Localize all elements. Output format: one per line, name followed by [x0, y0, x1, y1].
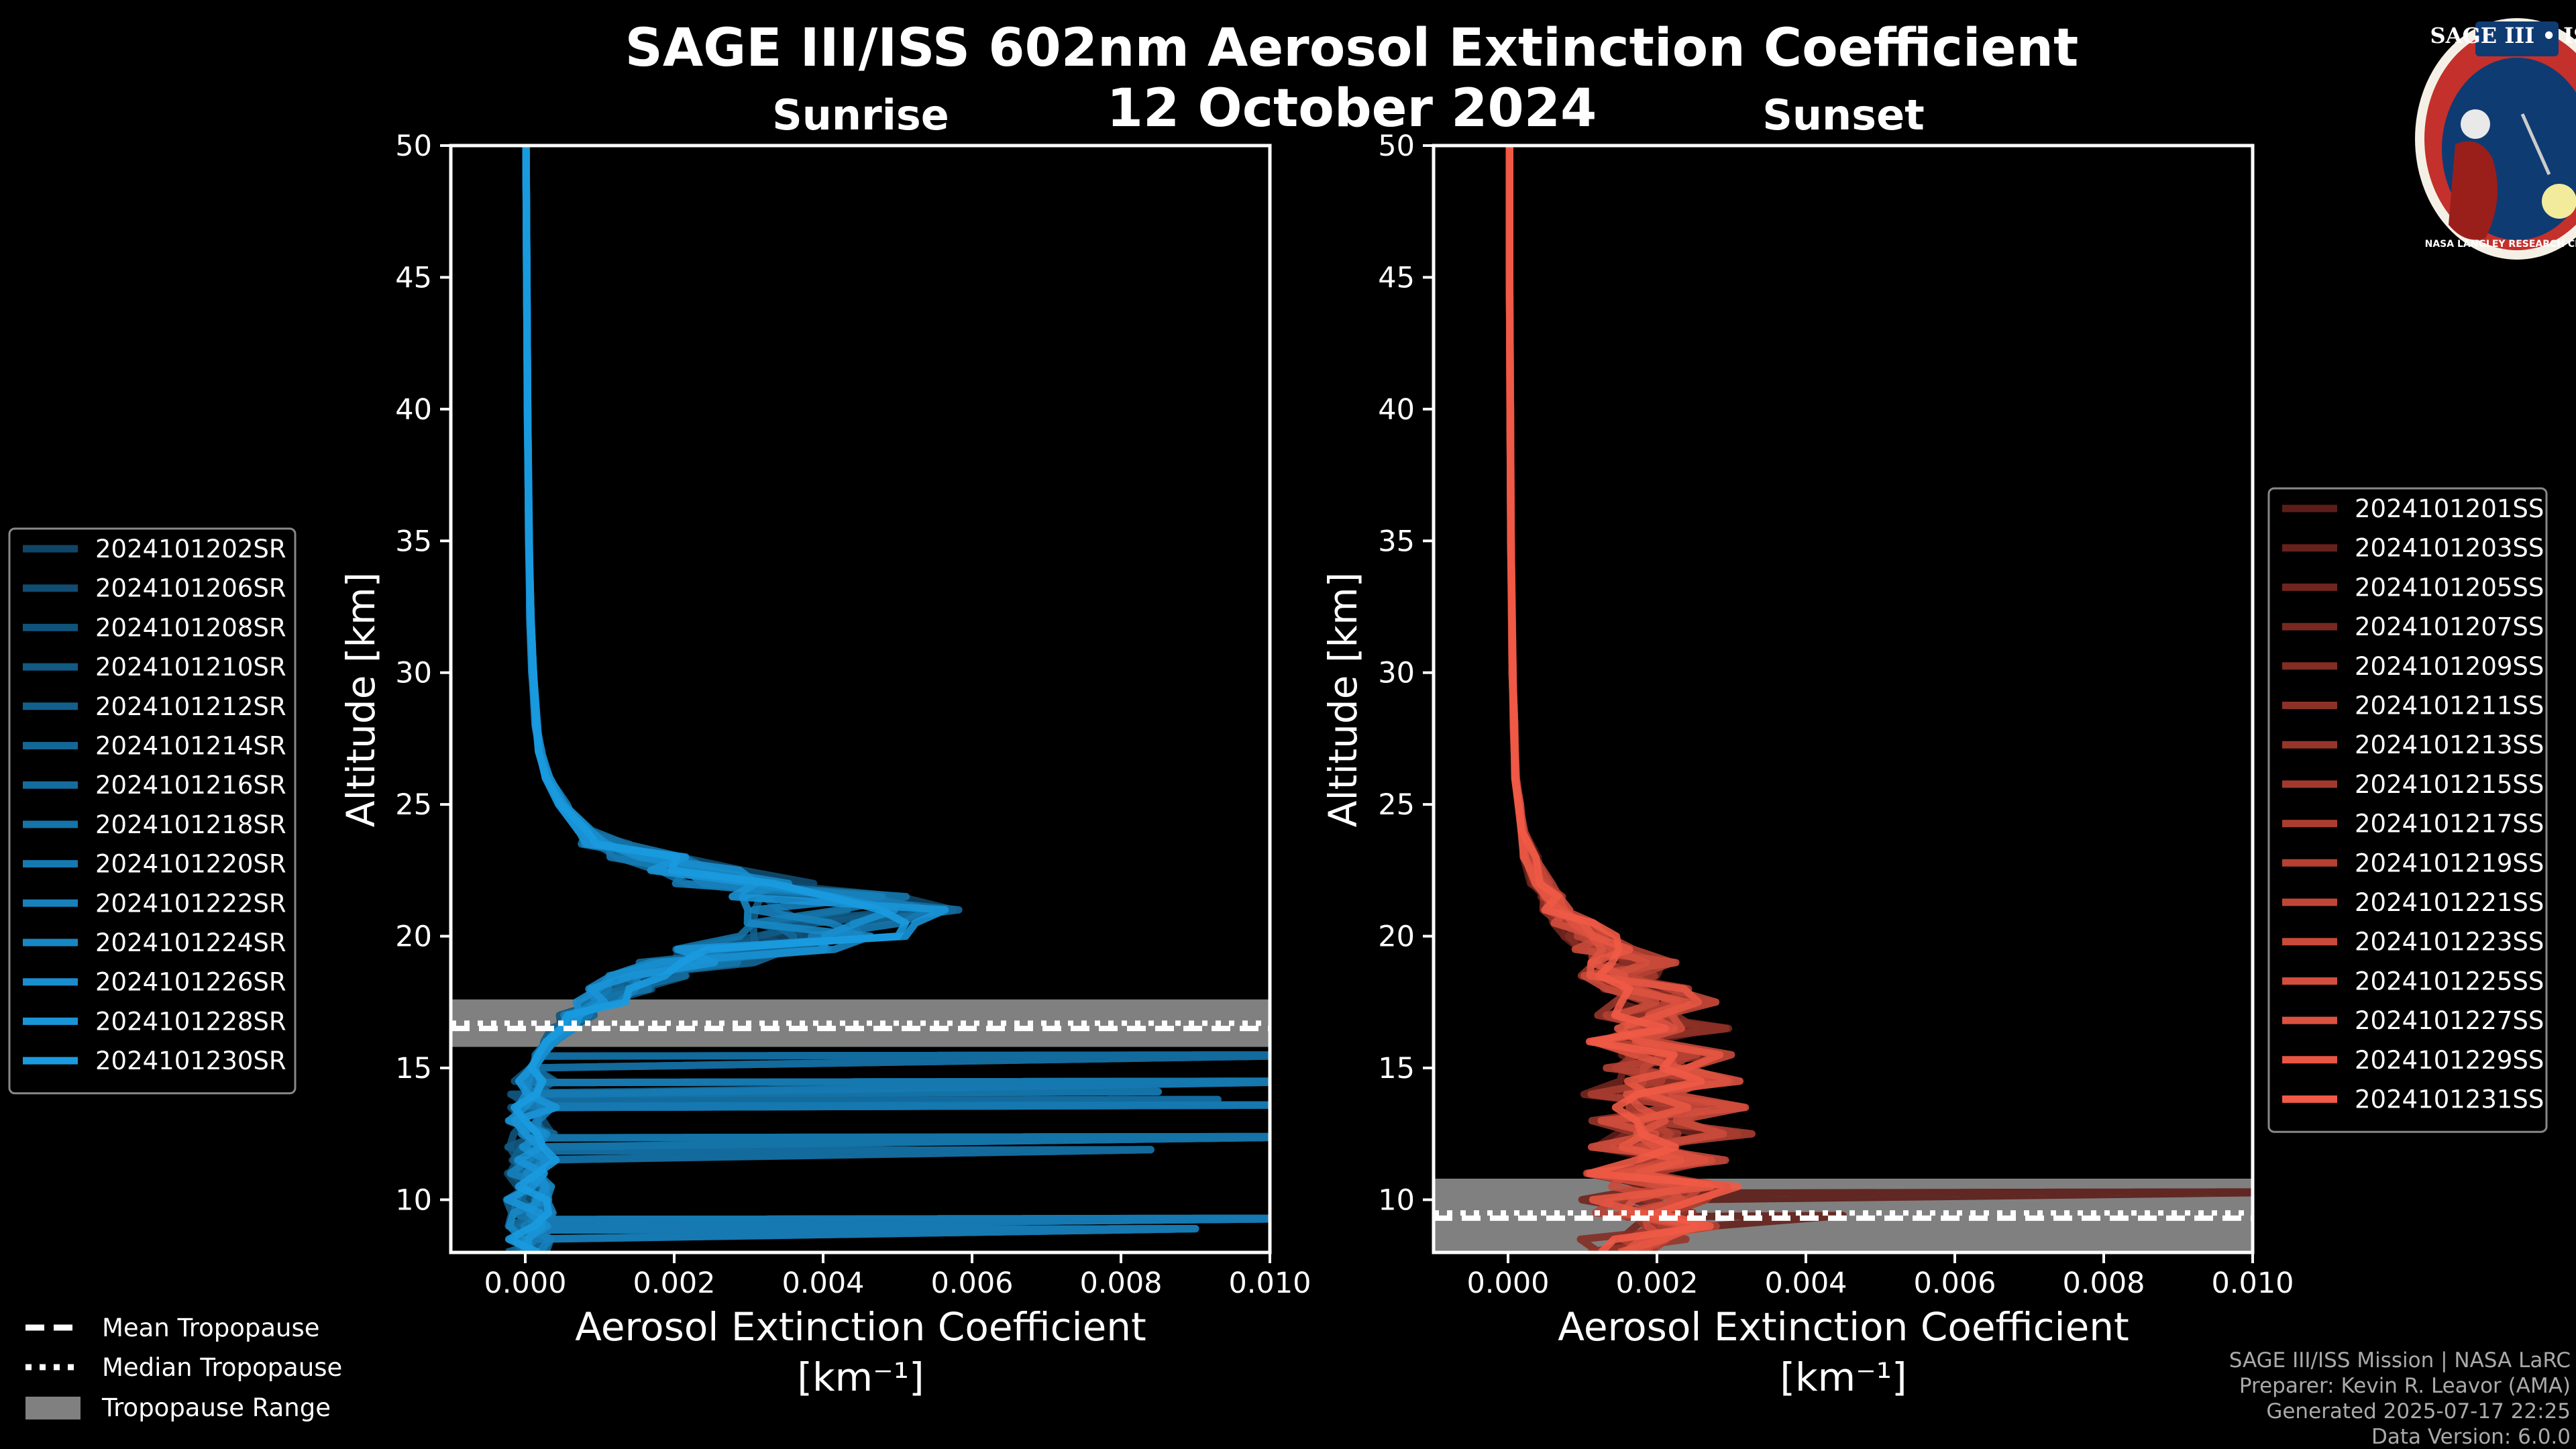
left-y-tick-label: 15 — [395, 1052, 432, 1085]
figure-date: 12 October 2024 — [1107, 78, 1597, 139]
right-y-tick-label: 10 — [1378, 1183, 1415, 1217]
left-legend-frame — [8, 527, 297, 1095]
sunset-panel: Sunset Aerosol Extinction Coefficient [k… — [1320, 91, 2294, 1400]
sunset-legend: 2024101201SS 2024101203SS 2024101205SS 2024… — [2267, 487, 2548, 1133]
credit-line-2: Preparer: Kevin R. Leavor (AMA) — [2239, 1374, 2571, 1398]
sunrise-x-axis-label: Aerosol Extinction Coefficient — [575, 1304, 1146, 1350]
left-profile-2024101230SR — [504, 146, 910, 1252]
sunrise-x-ticks: 0.000 0.002 0.004 0.006 0.008 0.010 — [484, 1252, 1311, 1300]
left-legend-label: 2024101228SR — [95, 1007, 286, 1036]
right-legend-label: 2024101217SS — [2355, 810, 2544, 839]
left-legend-label: 2024101208SR — [95, 613, 286, 642]
right-x-tick-label: 0.000 — [1466, 1267, 1549, 1300]
right-x-tick-label: 0.008 — [2062, 1267, 2145, 1300]
tropo-legend-range: Tropopause Range — [101, 1393, 331, 1422]
right-legend-label: 2024101211SS — [2355, 692, 2544, 720]
right-legend-label: 2024101227SS — [2355, 1006, 2544, 1035]
sunset-x-axis-label: Aerosol Extinction Coefficient — [1558, 1304, 2129, 1350]
right-legend-label: 2024101223SS — [2355, 928, 2544, 957]
left-y-tick-label: 25 — [395, 788, 432, 822]
left-x-tick-label: 0.002 — [633, 1267, 715, 1300]
figure-title: SAGE III/ISS 602nm Aerosol Extinction Co… — [625, 18, 2079, 78]
left-legend-label: 2024101220SR — [95, 850, 286, 879]
left-y-tick-label: 30 — [395, 657, 432, 690]
sunrise-y-axis-label: Altitude [km] — [338, 572, 384, 827]
logo-text: SAGE III • ISS — [2430, 23, 2576, 48]
right-legend-frame — [2267, 487, 2548, 1133]
right-profile-2024101231SS — [1505, 146, 1741, 1252]
sunrise-x-axis-unit: [km⁻¹] — [797, 1354, 924, 1400]
right-legend-label: 2024101203SS — [2355, 534, 2544, 563]
sunrise-panel-title: Sunrise — [772, 91, 949, 140]
right-y-tick-label: 40 — [1378, 393, 1415, 427]
left-y-tick-label: 50 — [395, 129, 432, 163]
right-legend-label: 2024101213SS — [2355, 731, 2544, 759]
right-legend-label: 2024101207SS — [2355, 612, 2544, 641]
sunset-x-axis-unit: [km⁻¹] — [1780, 1354, 1907, 1400]
right-legend-label: 2024101221SS — [2355, 888, 2544, 917]
left-x-tick-label: 0.006 — [930, 1267, 1013, 1300]
left-x-tick-label: 0.008 — [1079, 1267, 1162, 1300]
sunset-x-ticks: 0.000 0.002 0.004 0.006 0.008 0.010 — [1466, 1252, 2294, 1300]
left-legend-label: 2024101206SR — [95, 574, 286, 603]
left-legend-label: 2024101226SR — [95, 968, 286, 997]
right-legend-label: 2024101225SS — [2355, 967, 2544, 996]
right-y-tick-label: 35 — [1378, 525, 1415, 558]
sunset-plot-area — [1432, 144, 2255, 1254]
left-x-tick-label: 0.004 — [782, 1267, 864, 1300]
right-legend-label: 2024101205SS — [2355, 573, 2544, 602]
tropopause-legend: Mean Tropopause Median Tropopause Tropop… — [25, 1313, 342, 1422]
right-y-tick-label: 20 — [1378, 920, 1415, 954]
sunrise-y-ticks: 10 15 20 25 30 35 40 45 50 — [395, 129, 451, 1217]
sunset-y-axis-label: Altitude [km] — [1320, 572, 1366, 827]
left-legend-label: 2024101222SR — [95, 889, 286, 918]
credit-line-4: Data Version: 6.0.0 — [2371, 1425, 2571, 1449]
credits: SAGE III/ISS Mission | NASA LaRC Prepare… — [2229, 1348, 2571, 1449]
sunrise-legend: 2024101202SR 2024101206SR 2024101208SR 2024… — [8, 527, 297, 1095]
right-x-tick-label: 0.010 — [2211, 1267, 2294, 1300]
right-y-tick-label: 15 — [1378, 1052, 1415, 1085]
left-y-tick-label: 10 — [395, 1183, 432, 1217]
right-legend-label: 2024101201SS — [2355, 494, 2544, 523]
right-legend-label: 2024101209SS — [2355, 652, 2544, 681]
left-legend-label: 2024101210SR — [95, 653, 286, 682]
left-legend-label: 2024101216SR — [95, 771, 286, 800]
right-y-tick-label: 45 — [1378, 261, 1415, 294]
left-legend-label: 2024101224SR — [95, 928, 286, 957]
credit-line-1: SAGE III/ISS Mission | NASA LaRC — [2229, 1348, 2571, 1373]
left-y-tick-label: 20 — [395, 920, 432, 954]
left-legend-label: 2024101230SR — [95, 1046, 286, 1075]
left-y-tick-label: 45 — [395, 261, 432, 294]
sunrise-panel: Sunrise Aerosol Extinction Coefficient [… — [338, 91, 1311, 1400]
sage-iii-iss-logo-icon: SAGE III • ISS NASA LANGLEY RESEARCH CEN… — [2415, 18, 2576, 260]
sunset-panel-title: Sunset — [1762, 91, 1925, 140]
left-legend-label: 2024101202SR — [95, 535, 286, 564]
sunset-y-ticks: 10 15 20 25 30 35 40 45 50 — [1378, 129, 1434, 1217]
right-legend-label: 2024101231SS — [2355, 1085, 2544, 1114]
left-legend-label: 2024101218SR — [95, 810, 286, 839]
right-y-tick-label: 25 — [1378, 788, 1415, 822]
left-y-tick-label: 35 — [395, 525, 432, 558]
right-legend-label: 2024101219SS — [2355, 849, 2544, 877]
right-legend-label: 2024101215SS — [2355, 770, 2544, 799]
right-x-tick-label: 0.002 — [1615, 1267, 1698, 1300]
right-axes-frame — [1432, 144, 2255, 1254]
left-legend-label: 2024101212SR — [95, 692, 286, 721]
credit-line-3: Generated 2025-07-17 22:25 — [2266, 1399, 2571, 1424]
left-x-tick-label: 0.010 — [1228, 1267, 1311, 1300]
right-y-tick-label: 50 — [1378, 129, 1415, 163]
tropo-legend-median: Median Tropopause — [102, 1353, 342, 1382]
right-x-tick-label: 0.006 — [1913, 1267, 1996, 1300]
right-x-tick-label: 0.004 — [1764, 1267, 1847, 1300]
left-y-tick-label: 40 — [395, 393, 432, 427]
logo-ring-text: NASA LANGLEY RESEARCH CENTER — [2425, 239, 2576, 250]
left-legend-label: 2024101214SR — [95, 732, 286, 761]
sunrise-plot-area — [449, 144, 1272, 1254]
left-axes-frame — [449, 144, 1272, 1254]
tropo-legend-mean: Mean Tropopause — [102, 1313, 320, 1342]
right-legend-label: 2024101229SS — [2355, 1046, 2544, 1075]
left-x-tick-label: 0.000 — [484, 1267, 566, 1300]
right-y-tick-label: 30 — [1378, 657, 1415, 690]
